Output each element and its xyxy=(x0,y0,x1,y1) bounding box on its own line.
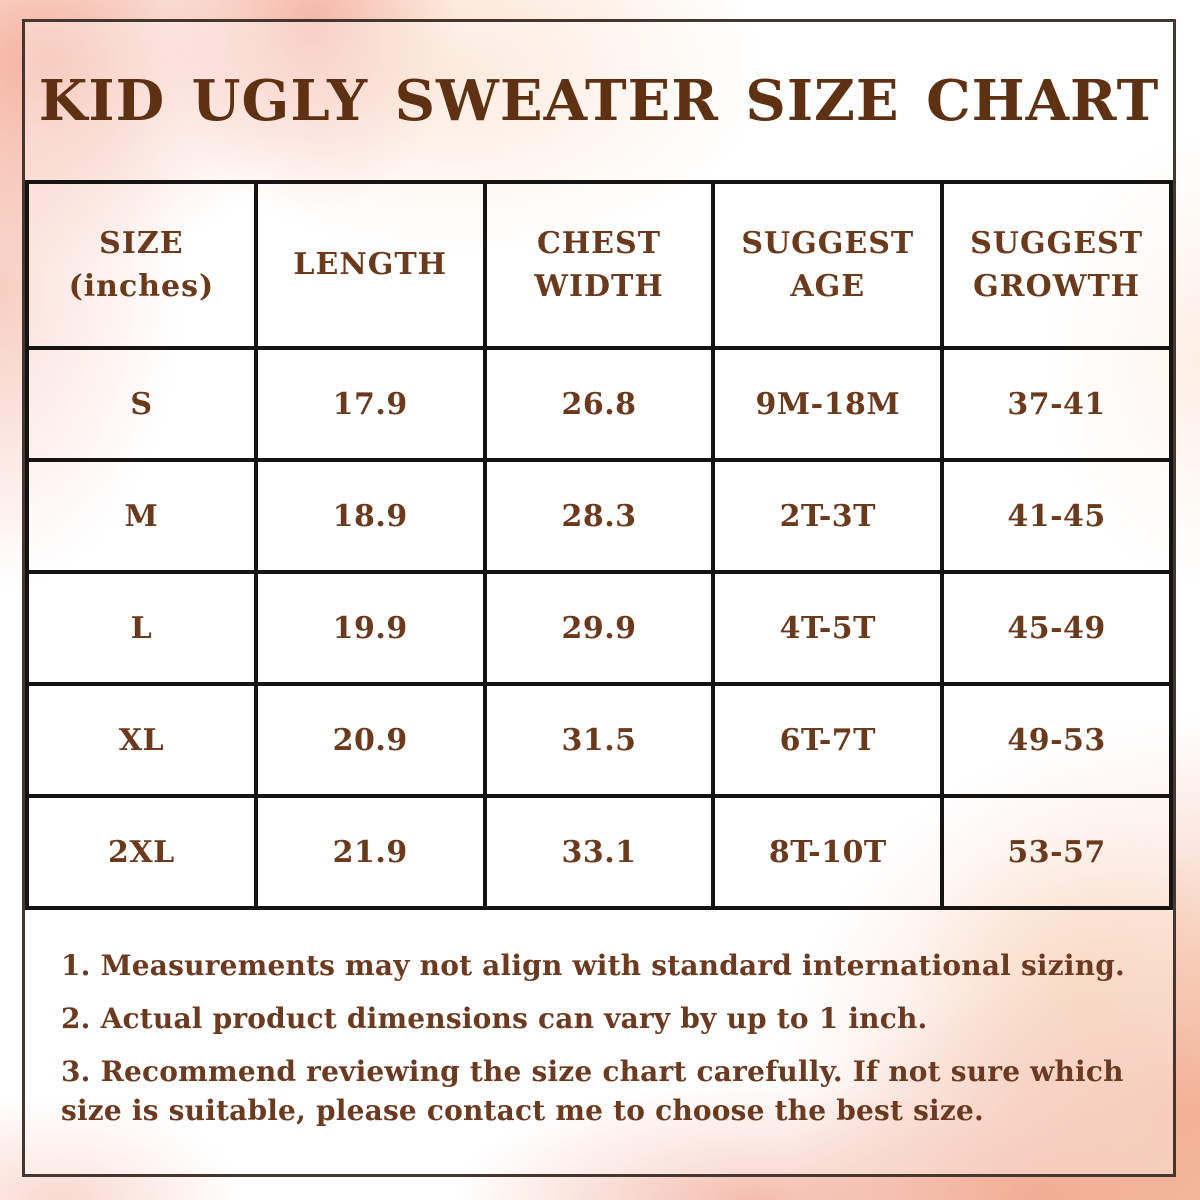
size-label-cell: S xyxy=(25,346,258,462)
column-header: LENGTH xyxy=(253,180,487,350)
value-cell: 19.9 xyxy=(253,570,487,686)
note-line-1: 1. Measurements may not align with stand… xyxy=(61,949,1125,982)
header-row: SIZE (inches) LENGTH CHEST WIDTH SUGGEST AG… xyxy=(25,180,1173,350)
table-row: L 19.9 29.9 4T-5T 45-49 xyxy=(25,570,1173,686)
value-cell: 29.9 xyxy=(482,570,716,686)
value-cell: 8T-10T xyxy=(711,794,945,910)
value-cell: 17.9 xyxy=(253,346,487,462)
value-cell: 28.3 xyxy=(482,458,716,574)
value-cell: 20.9 xyxy=(253,682,487,798)
size-label-cell: 2XL xyxy=(25,794,258,910)
poster-frame: KID UGLY SWEATER SIZE CHART SIZE (inches… xyxy=(22,19,1176,1177)
value-cell: 33.1 xyxy=(482,794,716,910)
value-cell: 9M-18M xyxy=(711,346,945,462)
value-cell: 2T-3T xyxy=(711,458,945,574)
table-row: XL 20.9 31.5 6T-7T 49-53 xyxy=(25,682,1173,798)
title-box: KID UGLY SWEATER SIZE CHART xyxy=(25,22,1173,180)
note-line-2: 2. Actual product dimensions can vary by… xyxy=(61,1001,928,1035)
column-header: SIZE (inches) xyxy=(25,180,258,350)
note-line-3: 3. Recommend reviewing the size chart ca… xyxy=(61,1054,1124,1128)
value-cell: 4T-5T xyxy=(711,570,945,686)
column-header: SUGGEST GROWTH xyxy=(940,180,1173,350)
value-cell: 18.9 xyxy=(253,458,487,574)
column-header: SUGGEST AGE xyxy=(711,180,945,350)
value-cell: 37-41 xyxy=(940,346,1173,462)
size-table-body: S 17.9 26.8 9M-18M 37-41 M 18.9 28.3 2T-3T 41-45 L… xyxy=(25,346,1173,910)
size-table: SIZE (inches) LENGTH CHEST WIDTH SUGGEST AG… xyxy=(25,180,1173,910)
value-cell: 21.9 xyxy=(253,794,487,910)
column-header: CHEST WIDTH xyxy=(482,180,716,350)
value-cell: 41-45 xyxy=(940,458,1173,574)
value-cell: 53-57 xyxy=(940,794,1173,910)
notes-box: 1. Measurements may not align with stand… xyxy=(25,910,1173,1174)
size-label-cell: M xyxy=(25,458,258,574)
value-cell: 31.5 xyxy=(482,682,716,798)
table-row: 2XL 21.9 33.1 8T-10T 53-57 xyxy=(25,794,1173,910)
value-cell: 45-49 xyxy=(940,570,1173,686)
value-cell: 49-53 xyxy=(940,682,1173,798)
table-row: M 18.9 28.3 2T-3T 41-45 xyxy=(25,458,1173,574)
value-cell: 26.8 xyxy=(482,346,716,462)
size-label-cell: L xyxy=(25,570,258,686)
page-title: KID UGLY SWEATER SIZE CHART xyxy=(38,68,1160,134)
table-row: S 17.9 26.8 9M-18M 37-41 xyxy=(25,346,1173,462)
size-label-cell: XL xyxy=(25,682,258,798)
value-cell: 6T-7T xyxy=(711,682,945,798)
size-table-head: SIZE (inches) LENGTH CHEST WIDTH SUGGEST AG… xyxy=(25,180,1173,350)
